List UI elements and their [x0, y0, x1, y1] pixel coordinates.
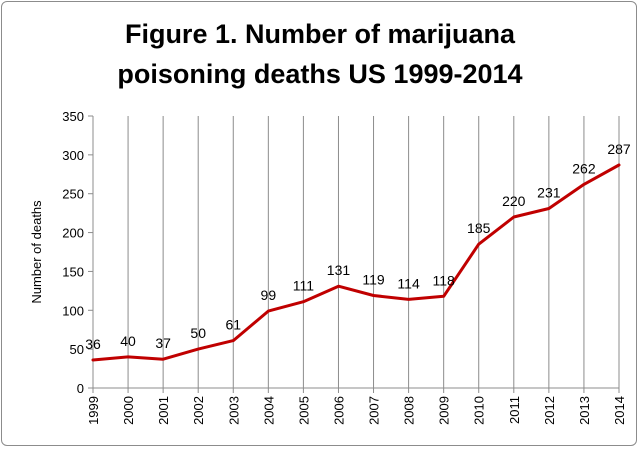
data-label-2009: 118 [433, 272, 456, 288]
y-tick-label-250: 250 [62, 187, 84, 202]
x-tick-label-2009: 2009 [437, 396, 452, 425]
chart-title: Figure 1. Number of marijuana poisoning … [0, 14, 640, 94]
x-tick-label-2008: 2008 [402, 396, 417, 425]
y-tick-label-150: 150 [62, 264, 84, 279]
data-label-2011: 220 [502, 193, 526, 209]
data-labels: 36 40 37 50 61 99 111 131 119 114 118 185 220 231 262 2… [85, 141, 631, 352]
y-tick-label-0: 0 [77, 381, 84, 396]
data-label-1999: 36 [85, 336, 101, 352]
y-tick-label-350: 350 [62, 109, 84, 124]
x-tick-label-2007: 2007 [367, 396, 382, 425]
axes [92, 116, 619, 389]
x-tick-label-2010: 2010 [472, 396, 487, 425]
x-tick-label-2005: 2005 [296, 396, 311, 425]
x-tick-label-2002: 2002 [191, 396, 206, 425]
x-tick-label-1999: 1999 [86, 396, 101, 425]
grid-lines [127, 116, 620, 388]
data-label-2005: 111 [293, 278, 314, 294]
y-tick-label-100: 100 [62, 303, 84, 318]
data-label-2008: 114 [397, 275, 420, 291]
chart-title-line-1: Figure 1. Number of marijuana [124, 19, 516, 49]
x-tick-label-2006: 2006 [331, 396, 346, 425]
x-tick-label-2003: 2003 [226, 396, 241, 425]
y-axis-label: Number of deaths [29, 200, 44, 304]
y-tick-label-200: 200 [62, 226, 84, 241]
data-label-2014: 287 [607, 141, 631, 157]
data-label-2007: 119 [362, 272, 385, 288]
y-tick-label-300: 300 [62, 148, 84, 163]
data-label-2003: 61 [225, 317, 241, 333]
data-label-2001: 37 [155, 335, 171, 351]
series-line [91, 163, 621, 362]
data-label-2000: 40 [120, 333, 136, 349]
data-label-2002: 50 [190, 325, 206, 341]
x-tick-label-2014: 2014 [612, 396, 627, 425]
x-tick-label-2011: 2011 [507, 396, 522, 424]
data-label-2012: 231 [537, 184, 561, 200]
x-tick-label-2013: 2013 [577, 396, 592, 425]
x-tick-label-2004: 2004 [261, 396, 276, 425]
x-axis-ticks: 1999 2000 2001 2002 2003 2004 2005 2006 2007 2008… [86, 388, 627, 425]
series-line-group [91, 163, 621, 362]
x-tick-label-2012: 2012 [542, 396, 557, 425]
x-tick-label-2000: 2000 [121, 396, 136, 425]
y-tick-label-50: 50 [70, 342, 84, 357]
data-label-2010: 185 [467, 220, 491, 236]
data-label-2006: 131 [327, 262, 351, 278]
data-label-2013: 262 [572, 160, 596, 176]
data-label-2004: 99 [261, 287, 277, 303]
y-axis-ticks: 0 50 100 150 200 250 300 350 [62, 109, 93, 396]
chart-title-line-2: poisoning deaths US 1999-2014 [117, 59, 523, 89]
x-tick-label-2001: 2001 [156, 396, 171, 425]
